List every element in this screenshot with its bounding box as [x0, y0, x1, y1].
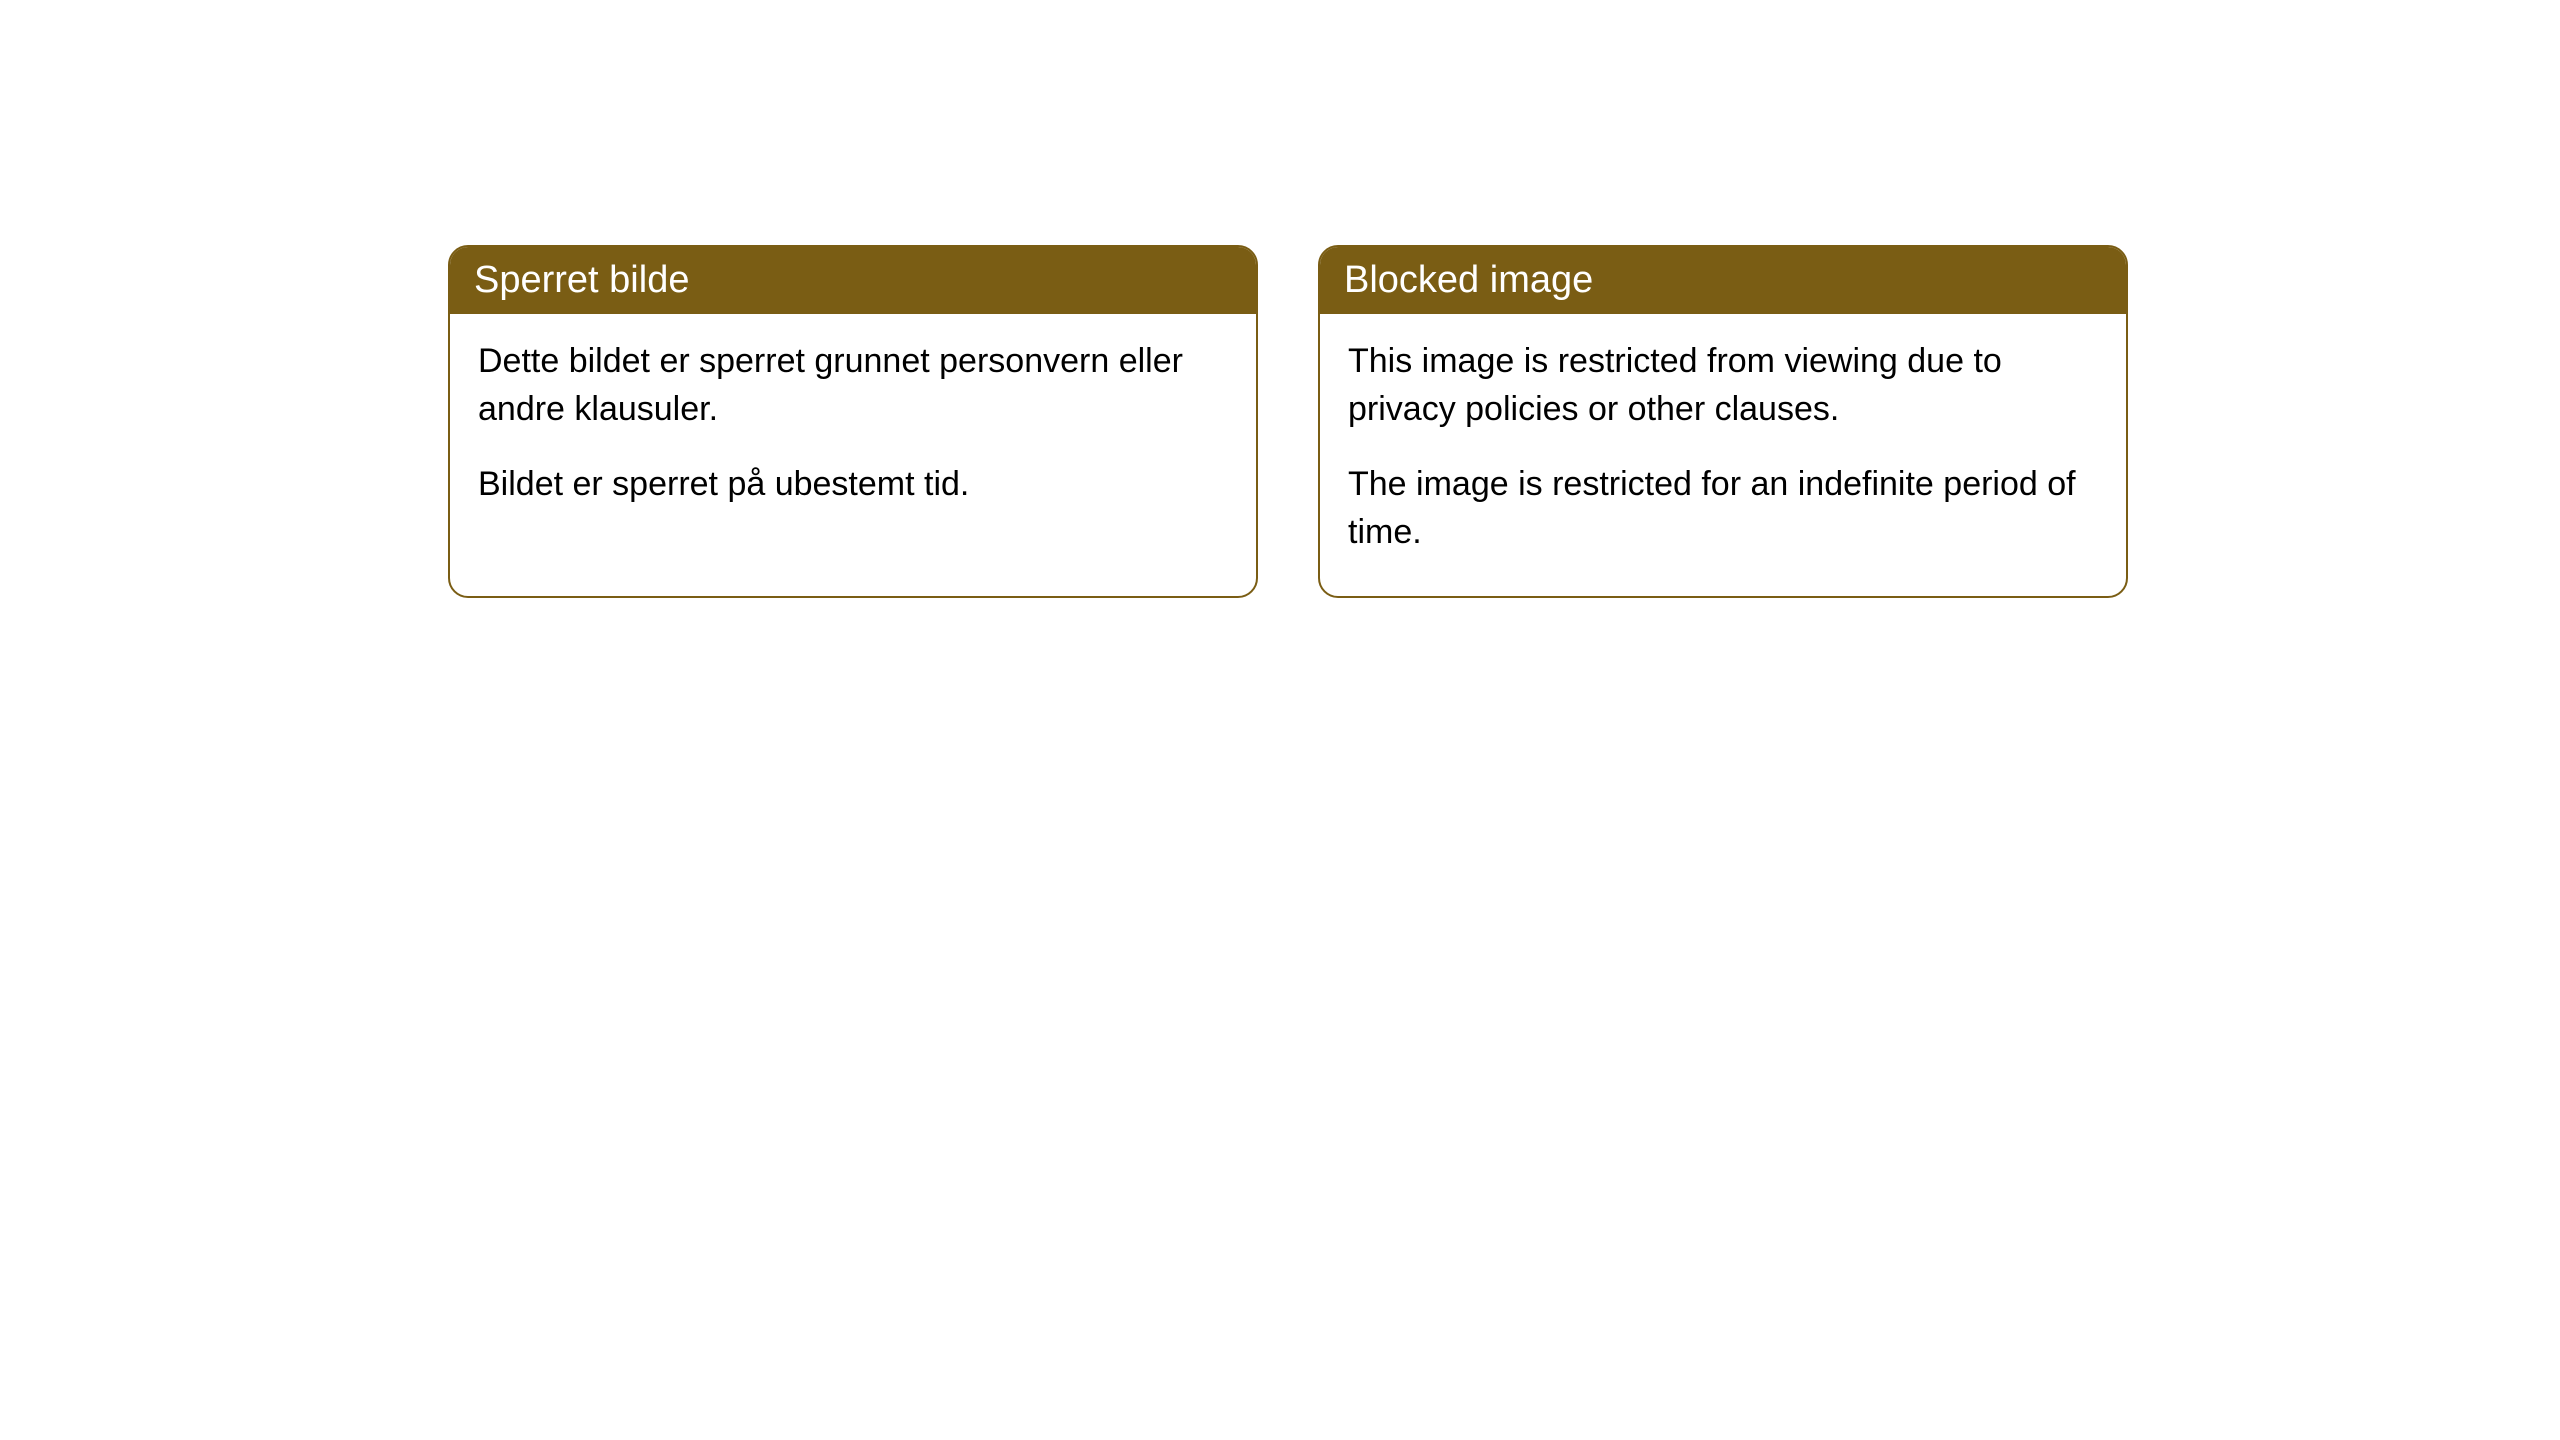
norwegian-blocked-card: Sperret bilde Dette bildet er sperret gr… — [448, 245, 1258, 598]
cards-container: Sperret bilde Dette bildet er sperret gr… — [0, 0, 2560, 598]
card-title: Blocked image — [1320, 247, 2126, 314]
card-body: Dette bildet er sperret grunnet personve… — [450, 314, 1256, 549]
card-body: This image is restricted from viewing du… — [1320, 314, 2126, 596]
card-paragraph: This image is restricted from viewing du… — [1348, 338, 2098, 433]
english-blocked-card: Blocked image This image is restricted f… — [1318, 245, 2128, 598]
card-paragraph: The image is restricted for an indefinit… — [1348, 461, 2098, 556]
card-paragraph: Bildet er sperret på ubestemt tid. — [478, 461, 1228, 509]
card-paragraph: Dette bildet er sperret grunnet personve… — [478, 338, 1228, 433]
card-title: Sperret bilde — [450, 247, 1256, 314]
